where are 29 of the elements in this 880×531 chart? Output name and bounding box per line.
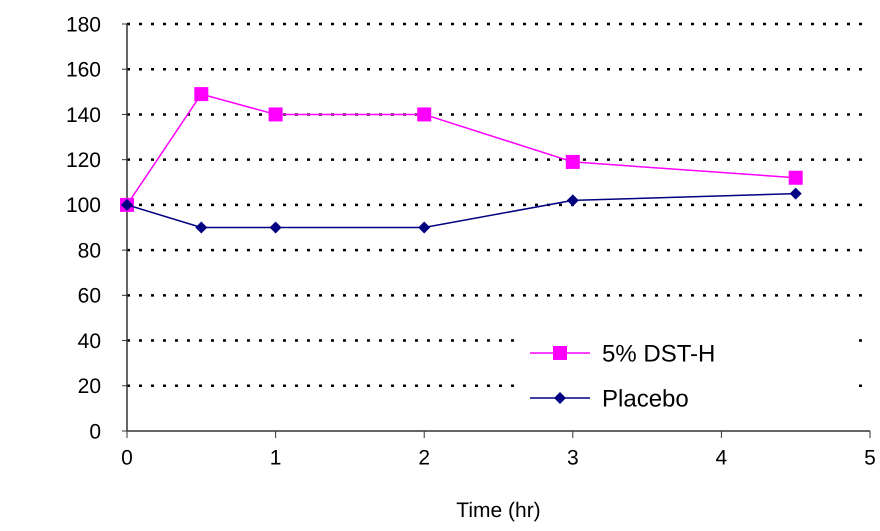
- y-tick-label: 80: [78, 239, 101, 262]
- y-tick-label: 120: [66, 149, 101, 172]
- x-tick-label: 0: [121, 446, 133, 470]
- point: [788, 170, 803, 185]
- point: [418, 222, 430, 234]
- x-tick-label: 4: [716, 446, 728, 470]
- legend-label: Placebo: [602, 385, 689, 412]
- y-tick-label: 0: [89, 420, 101, 444]
- y-tick-label: 60: [78, 284, 101, 308]
- point: [268, 107, 283, 122]
- y-tick-label: 180: [66, 13, 101, 36]
- x-axis-title: Time (hr): [456, 499, 541, 522]
- y-tick-label: 140: [66, 104, 101, 127]
- point: [270, 222, 282, 234]
- x-tick-label: 3: [566, 446, 579, 470]
- point: [566, 154, 580, 169]
- y-tick-label: 160: [66, 58, 101, 82]
- point: [790, 188, 802, 200]
- y-tick-label: 20: [78, 375, 101, 398]
- x-tick-label: 5: [864, 446, 876, 470]
- point: [417, 107, 432, 122]
- point: [566, 194, 579, 206]
- x-tick-label: 1: [270, 446, 282, 470]
- point: [194, 87, 208, 102]
- legend-label: 5% DST-H: [602, 340, 716, 368]
- y-tick-label: 100: [66, 194, 101, 218]
- x-tick-label: 2: [418, 446, 430, 470]
- point: [195, 222, 208, 234]
- y-tick-label: 40: [78, 330, 101, 353]
